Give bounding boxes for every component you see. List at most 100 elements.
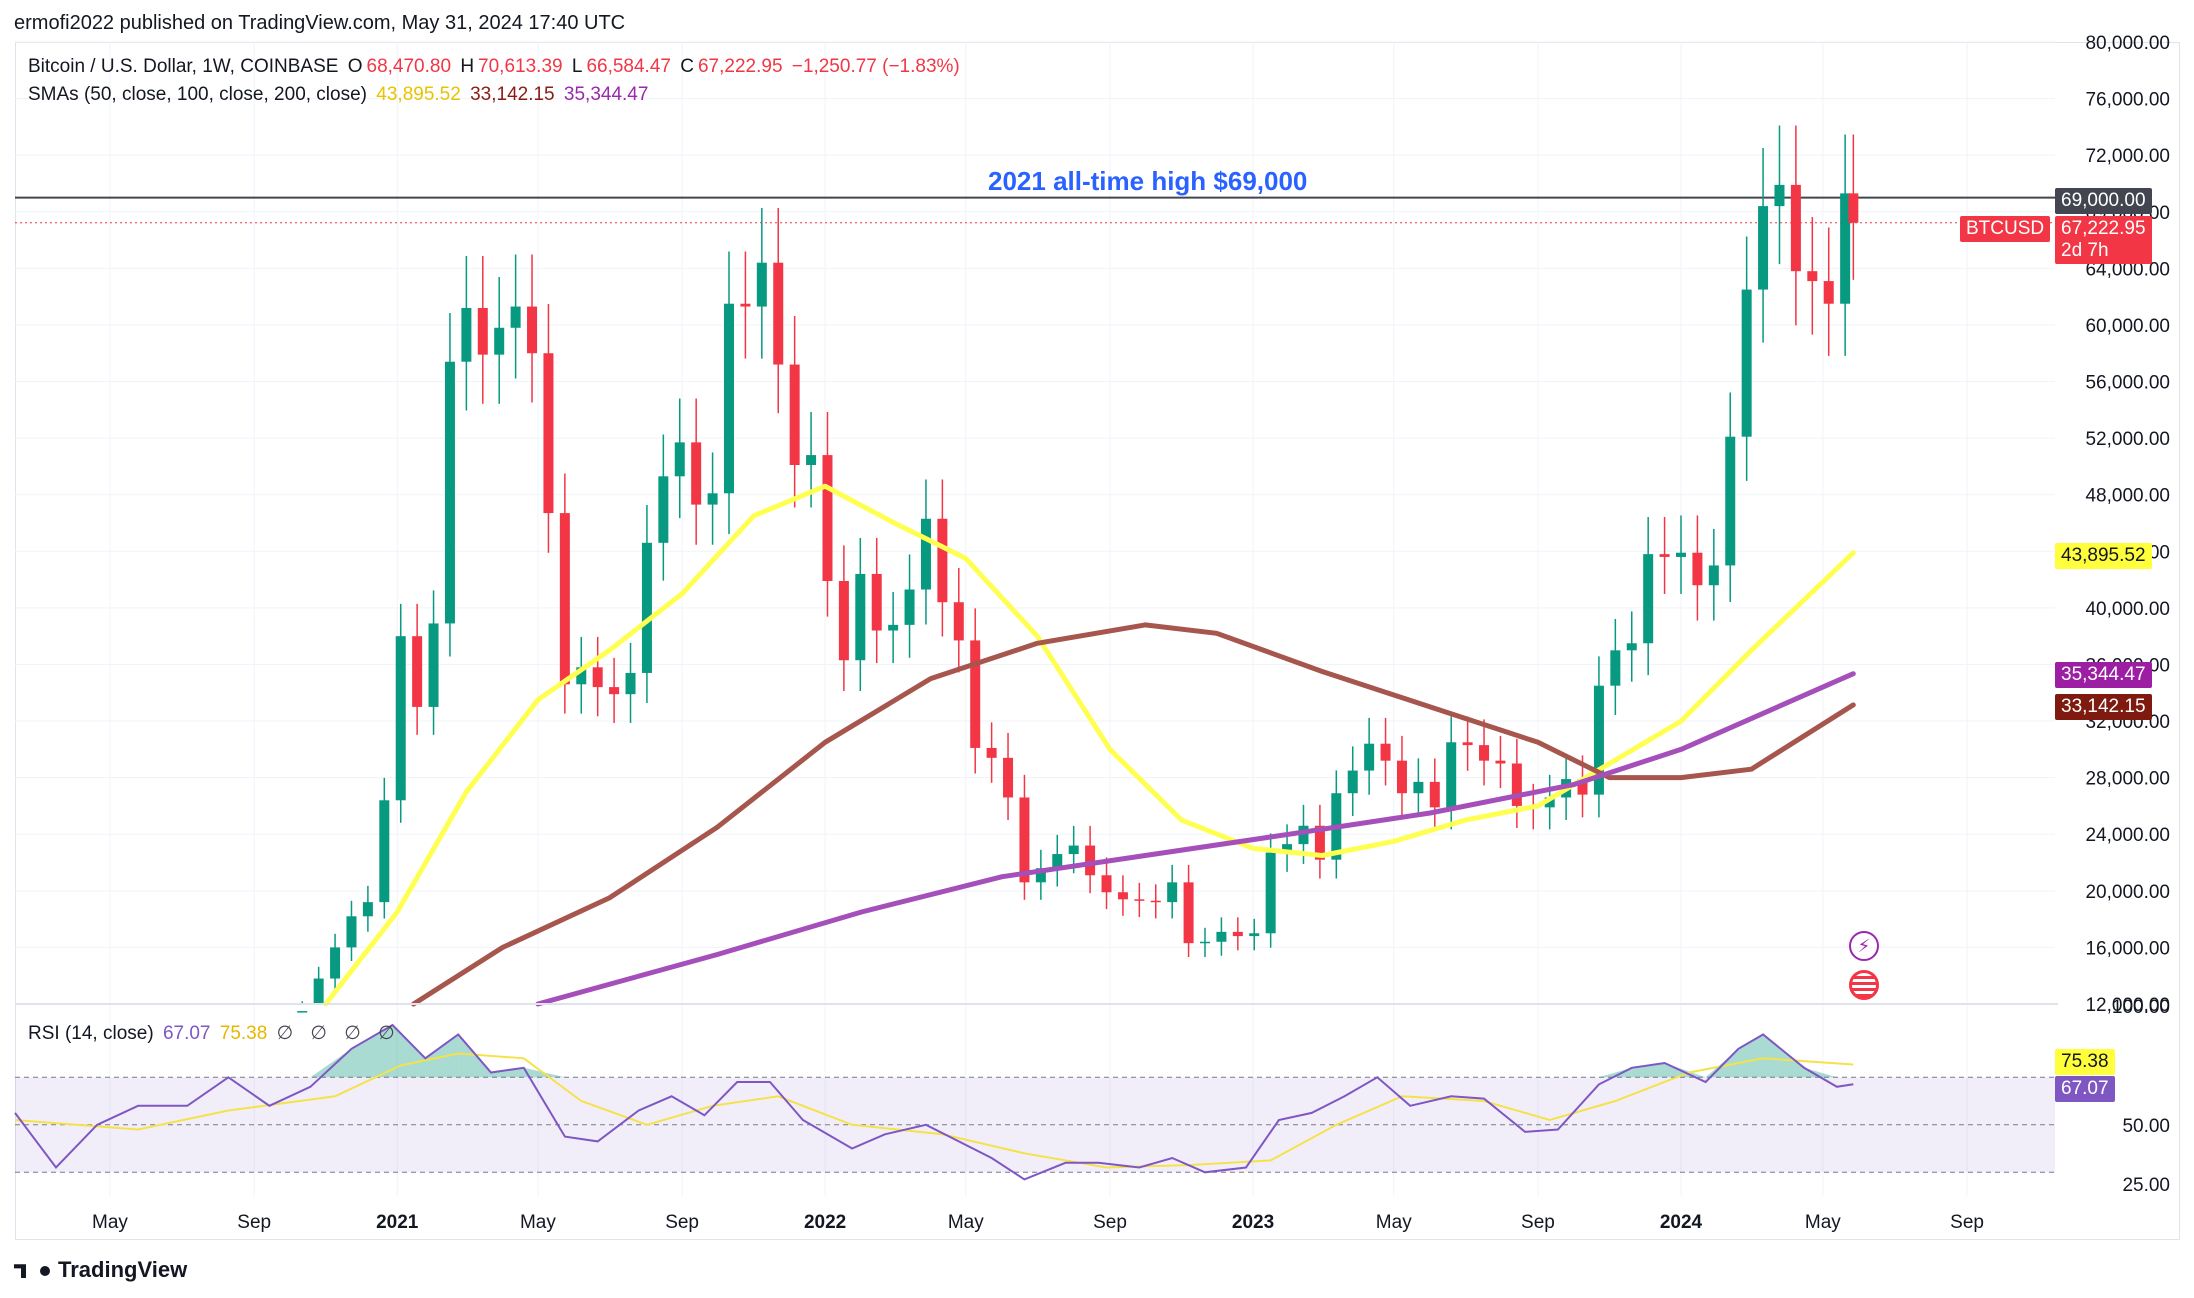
tradingview-logo-icon — [14, 1264, 26, 1279]
candle-body — [1249, 933, 1260, 937]
candle-body — [428, 623, 439, 707]
price-axis: 80,000.0076,000.0072,000.0069,000.0064,0… — [2085, 33, 2170, 1016]
candle-body — [1823, 281, 1834, 304]
time-tick-label: 2022 — [804, 1212, 846, 1233]
candle-body — [904, 589, 915, 625]
candle-body — [1117, 892, 1128, 900]
rsi-overbought-fill — [392, 1025, 426, 1078]
candle-body — [625, 672, 636, 695]
candle-body — [609, 687, 620, 695]
candle-body — [444, 361, 455, 624]
sma200-badge: 35,344.47 — [2055, 662, 2152, 688]
price-tick-label: 28,000.00 — [2085, 769, 2170, 790]
rsi-ma-badge: 75.38 — [2055, 1049, 2115, 1075]
candle-body — [1495, 760, 1506, 764]
time-tick-label: 2023 — [1232, 1212, 1274, 1233]
candle-body — [362, 902, 373, 917]
high-label: H — [460, 56, 475, 77]
tradingview-logo-dot — [40, 1266, 50, 1277]
candle-body — [559, 513, 570, 685]
candle-body — [412, 636, 423, 707]
candle-body — [707, 493, 718, 505]
candle-body — [1643, 554, 1654, 644]
sma-label: SMAs (50, close, 100, close, 200, close) — [28, 84, 367, 105]
candle-body — [888, 624, 899, 631]
candle-body — [1708, 565, 1719, 586]
candle-body — [1200, 941, 1210, 944]
candle-body — [1577, 779, 1588, 795]
candle-body — [1676, 552, 1686, 557]
tradingview-logo[interactable]: TradingView — [14, 1257, 187, 1283]
time-tick-label: 2021 — [376, 1212, 419, 1233]
candle-body — [1298, 825, 1309, 845]
open-value: 68,470.80 — [366, 56, 452, 77]
price-tick-label: 52,000.00 — [2085, 429, 2170, 450]
candle-body — [1840, 193, 1851, 304]
price-badge-value: 67,222.95 — [2061, 218, 2146, 239]
candle-body — [510, 306, 521, 328]
candle-body — [789, 364, 800, 465]
candle-body — [756, 262, 767, 307]
candle-body — [1232, 931, 1243, 937]
candle-body — [346, 916, 357, 948]
rsi-overbought-fill — [1705, 1048, 1739, 1078]
sma-lines — [323, 483, 1856, 1007]
rsi-overbought-fill — [1804, 1067, 1837, 1078]
candle-body — [1741, 289, 1752, 437]
rsi-ma-line — [14, 1052, 1854, 1169]
candle-body — [1758, 206, 1769, 290]
candle-body — [592, 667, 603, 688]
sma-legend: SMAs (50, close, 100, close, 200, close)… — [28, 84, 652, 106]
publisher-line: ermofi2022 published on TradingView.com,… — [14, 12, 626, 34]
price-tick-label: 40,000.00 — [2085, 599, 2170, 620]
rsi-tick-label: 100.00 — [2112, 997, 2170, 1018]
candle-body — [658, 476, 669, 543]
sma50-value: 43,895.52 — [376, 84, 461, 105]
candle-body — [1396, 760, 1407, 794]
ath-annotation: 2021 all-time high $69,000 — [988, 166, 1308, 196]
candle-body — [1085, 845, 1096, 876]
rsi-overbought-fill — [1763, 1034, 1805, 1078]
candle-body — [330, 947, 341, 979]
candle-body — [806, 455, 817, 465]
candle-body — [1462, 742, 1473, 746]
sma-line-sma50 — [323, 483, 1856, 1007]
candle-body — [1347, 770, 1358, 794]
candle-body — [1626, 643, 1637, 651]
rsi-line — [14, 1023, 1854, 1181]
candle-body — [1216, 931, 1227, 942]
candle-body — [1413, 781, 1424, 794]
change-value: −1,250.77 (−1.83%) — [791, 56, 960, 77]
lightning-event-icon[interactable]: ⚡ — [1849, 931, 1879, 961]
time-tick-label: Sep — [1950, 1212, 1984, 1233]
candle-body — [1610, 650, 1621, 686]
candle-body — [1134, 899, 1145, 901]
candle-body — [724, 303, 734, 494]
candle-body — [1068, 845, 1079, 855]
candle-body — [970, 640, 981, 748]
us-flag-event-icon[interactable] — [1849, 970, 1879, 1000]
rsi-overbought-fill — [1664, 1063, 1706, 1078]
candle-body — [641, 542, 652, 673]
candle-body — [297, 1011, 308, 1013]
candle-body — [838, 581, 849, 661]
price-tick-label: 76,000.00 — [2085, 90, 2170, 111]
rsi-overbought-fill — [351, 1025, 393, 1078]
candle-body — [477, 307, 488, 355]
rsi-tick-label: 25.00 — [2122, 1175, 2170, 1196]
candle-body — [691, 442, 702, 505]
candle-body — [395, 636, 406, 801]
time-tick-label: Sep — [237, 1212, 271, 1233]
time-tick-label: Sep — [1521, 1212, 1555, 1233]
price-tick-label: 16,000.00 — [2085, 938, 2170, 959]
rsi-legend: RSI (14, close) 67.07 75.38 ∅ ∅ ∅ ∅ — [28, 1022, 405, 1045]
candle-body — [1807, 271, 1818, 282]
price-tick-label: 24,000.00 — [2085, 825, 2170, 846]
time-tick-label: May — [520, 1212, 556, 1233]
rsi-extra: ∅ ∅ ∅ ∅ — [276, 1023, 401, 1044]
candle-body — [1167, 882, 1178, 903]
candle-body — [1511, 763, 1522, 806]
time-tick-label: Sep — [665, 1212, 699, 1233]
candle-body — [1101, 875, 1112, 893]
